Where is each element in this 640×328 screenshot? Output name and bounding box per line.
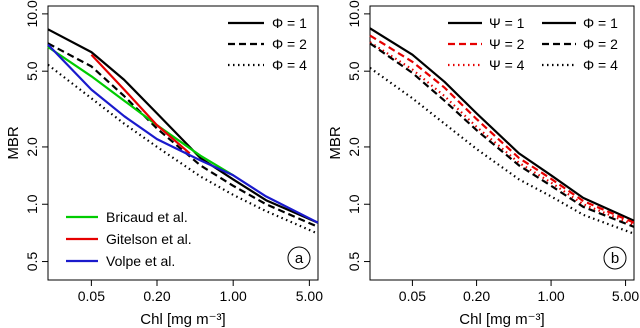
legend-label: Ψ = 4 — [489, 57, 525, 73]
series-line-3 — [369, 42, 635, 228]
y-axis-label: MBR — [327, 126, 344, 160]
panel-label: a — [295, 250, 304, 267]
y-tick-label: 5.0 — [346, 61, 362, 81]
x-tick-label: 5.00 — [612, 288, 639, 304]
series-line-0 — [47, 28, 319, 224]
legend-top-right: Φ = 1 Φ = 2 Φ = 4 — [228, 15, 307, 73]
x-tick-label: 1.00 — [537, 288, 564, 304]
legend-label: Gitelson et al. — [106, 231, 192, 247]
y-tick-label: 10.0 — [346, 0, 362, 27]
x-tick-label: 1.00 — [220, 288, 247, 304]
x-tick-label: 0.20 — [463, 288, 490, 304]
y-tick-label: 0.5 — [24, 252, 40, 272]
y-tick-label: 5.0 — [24, 61, 40, 81]
series-line-4 — [90, 53, 191, 155]
y-tick-label: 10.0 — [24, 0, 40, 27]
legend-label: Φ = 1 — [272, 15, 307, 31]
series-line-1 — [369, 34, 635, 224]
y-tick-label: 1.0 — [346, 194, 362, 214]
legend-label: Φ = 1 — [583, 15, 618, 31]
y-tick-label: 1.0 — [24, 194, 40, 214]
plot-frame — [369, 5, 635, 281]
x-tick-label: 0.05 — [78, 288, 105, 304]
legend-label: Φ = 4 — [583, 57, 618, 73]
x-axis-label: Chl [mg m⁻³] — [459, 311, 544, 328]
legend-label: Ψ = 1 — [489, 15, 525, 31]
y-tick-label: 2.0 — [346, 137, 362, 157]
legend-label: Bricaud et al. — [106, 209, 188, 225]
panel-a: 0.05 0.20 1.00 5.00 0.5 1.0 2.0 5.0 10.0 Chl [mg … — [5, 0, 323, 328]
series-line-1 — [47, 42, 319, 228]
panel-label-circle — [287, 246, 311, 270]
legend-top-right: Ψ = 1 Ψ = 2 Ψ = 4 Φ = 1 Φ = 2 Φ = 4 — [448, 15, 618, 73]
y-axis-label: MBR — [5, 126, 22, 160]
legend-label: Φ = 2 — [272, 36, 307, 52]
x-tick-label: 0.05 — [399, 288, 426, 304]
panel-label: b — [611, 250, 619, 267]
y-tick-label: 0.5 — [346, 252, 362, 272]
panel-label-circle — [603, 246, 627, 270]
series-line-5 — [47, 43, 319, 224]
legend-label: Ψ = 2 — [489, 36, 525, 52]
x-tick-label: 0.20 — [143, 288, 170, 304]
x-tick-label: 5.00 — [296, 288, 323, 304]
plot-frame — [47, 5, 319, 281]
series-line-0 — [369, 27, 635, 222]
series-line-4 — [369, 67, 635, 235]
legend-bottom-left: Bricaud et al. Gitelson et al. Volpe et al… — [66, 209, 192, 269]
legend-label: Φ = 2 — [583, 36, 618, 52]
legend-label: Volpe et al. — [106, 253, 175, 269]
x-axis-label: Chl [mg m⁻³] — [140, 311, 225, 328]
series-line-3 — [47, 46, 234, 177]
legend-label: Φ = 4 — [272, 57, 307, 73]
panel-b: 0.05 0.20 1.00 5.00 0.5 1.0 2.0 5.0 10.0 Chl [mg … — [327, 0, 639, 328]
y-tick-label: 2.0 — [24, 137, 40, 157]
